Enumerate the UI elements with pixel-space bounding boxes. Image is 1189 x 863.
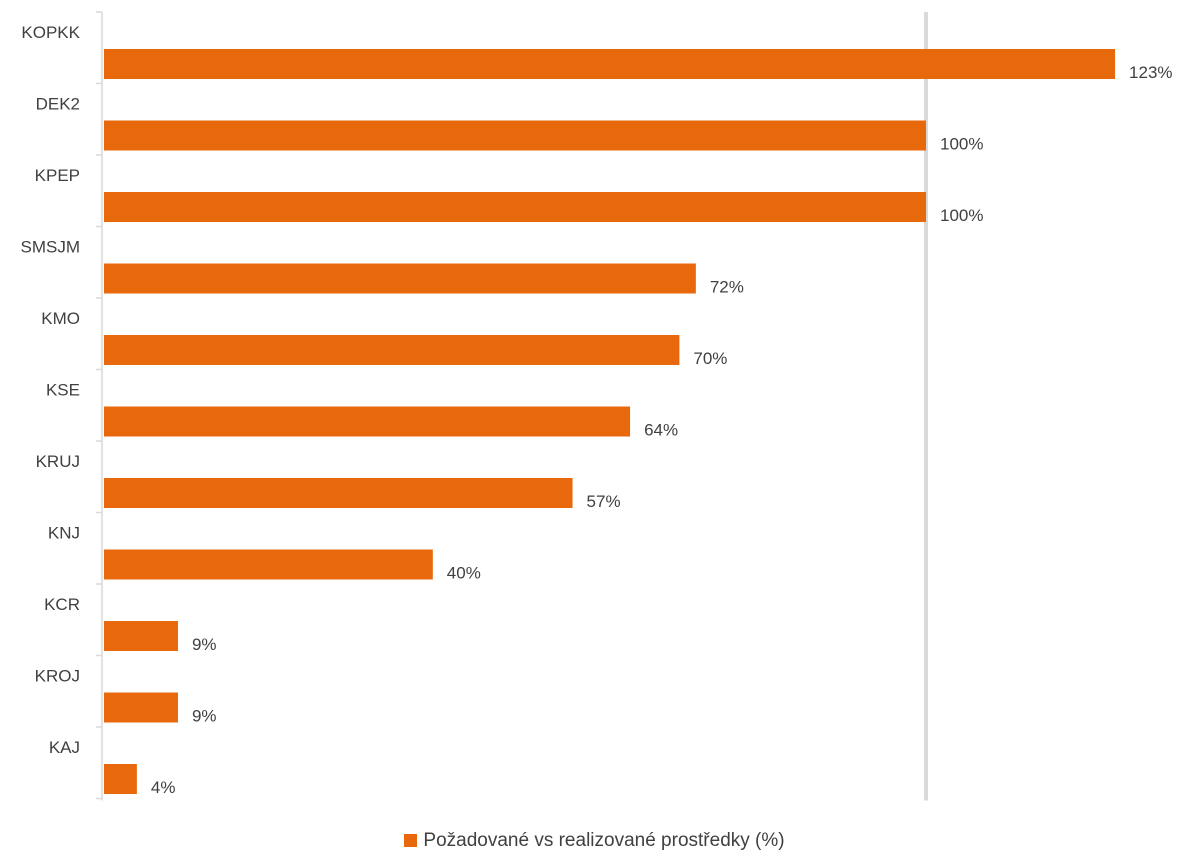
bar-kcr <box>104 621 178 651</box>
category-label: KRUJ <box>36 452 80 471</box>
data-label: 40% <box>447 564 481 583</box>
data-label: 100% <box>940 135 983 154</box>
bar-kmo <box>104 335 680 365</box>
data-label: 9% <box>192 707 217 726</box>
bar-kruj <box>104 478 573 508</box>
category-label: KOPKK <box>21 23 80 42</box>
bar-smsjm <box>104 263 696 294</box>
category-label: KAJ <box>49 738 80 757</box>
data-label: 123% <box>1129 63 1172 82</box>
category-label: KSE <box>46 381 80 400</box>
category-label: SMSJM <box>21 238 81 257</box>
bar-knj <box>104 549 433 580</box>
category-label: DEK2 <box>36 95 80 114</box>
legend-label: Požadované vs realizované prostředky (%) <box>423 830 785 851</box>
legend: Požadované vs realizované prostředky (%) <box>0 830 1189 852</box>
bar-kpep <box>104 192 926 222</box>
data-label: 72% <box>710 278 744 297</box>
data-label: 9% <box>192 635 217 654</box>
data-label: 100% <box>940 206 983 225</box>
data-label: 57% <box>587 492 621 511</box>
data-label: 4% <box>151 778 176 797</box>
legend-swatch <box>404 834 418 847</box>
bar-kse <box>104 406 631 437</box>
data-label: 70% <box>693 349 727 368</box>
bar-dek2 <box>104 120 926 151</box>
category-label: KPEP <box>35 166 80 185</box>
bar-kroj <box>104 692 178 723</box>
category-label: KNJ <box>48 524 80 543</box>
category-label: KMO <box>41 309 80 328</box>
bar-kaj <box>104 764 137 794</box>
category-label: KROJ <box>35 667 80 686</box>
bar-kopkk <box>104 49 1116 79</box>
category-label: KCR <box>44 595 80 614</box>
bar-chart: KOPKK 123% DEK2 100% KPEP 100% SMSJM 72% KMO 70% K… <box>21 11 1173 801</box>
data-label: 64% <box>644 421 678 440</box>
